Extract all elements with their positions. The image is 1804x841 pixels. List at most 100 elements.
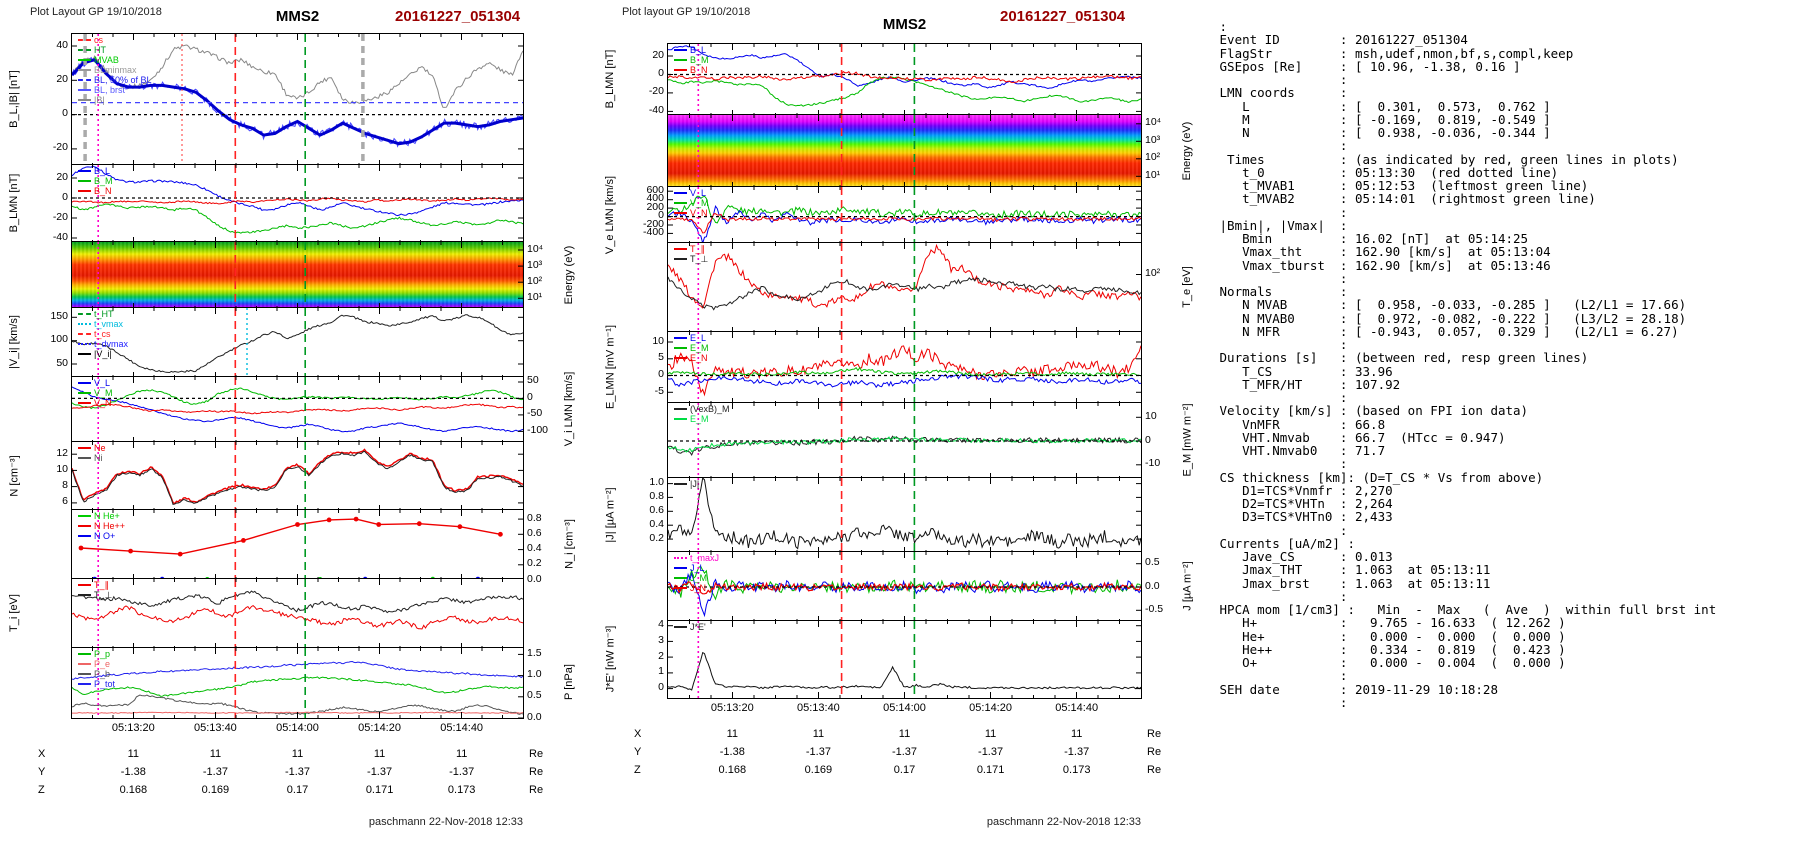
y-tick-label-right: 0.5 <box>527 689 542 702</box>
y-axis-label: E_LMN [mV m⁻¹] <box>604 324 617 410</box>
legend-line-sample <box>674 212 687 214</box>
legend-line-sample <box>78 402 91 404</box>
legend-label: |B| <box>94 95 105 105</box>
y-tick-label: 1.0 <box>649 476 664 489</box>
ephem-unit: Re <box>529 766 544 778</box>
legend-label: B_L <box>690 45 707 55</box>
ephem-value: 0.173 <box>447 784 476 796</box>
ephem-value: 11 <box>127 748 140 760</box>
legend-label: V_M <box>94 388 113 398</box>
time-tick-label: 05:14:40 <box>1055 702 1099 714</box>
legend-label: |J| <box>690 479 700 489</box>
legend-hpca: N He+ N He++ N O+ <box>78 511 125 541</box>
legend-line-sample <box>78 333 91 335</box>
legend-item: Ne <box>78 443 106 453</box>
ephem-value: 0.169 <box>201 784 230 796</box>
legend-label: P_tot <box>94 679 116 689</box>
y-tick-label-right: 10² <box>1145 267 1161 279</box>
legend-vi: t_HT t_vmax t_cs t_dvmax |V_i| <box>78 309 128 359</box>
ephem-row-label: Y <box>634 746 642 758</box>
legend-line-sample <box>78 170 91 172</box>
y-tick-label-right: 0.5 <box>1145 556 1160 569</box>
y-tick-label: 200 <box>646 200 664 213</box>
panel-hpca <box>71 509 524 581</box>
legend-line-sample <box>674 483 687 485</box>
legend-item: V_L <box>674 188 709 198</box>
time-tick-label: 05:14:20 <box>969 702 1012 714</box>
legend-label: BL, brst <box>94 85 126 95</box>
ephem-row-label: X <box>634 728 642 740</box>
legend-item: B_M <box>78 176 113 186</box>
legend-line-sample <box>674 337 687 339</box>
y-tick-label: 1 <box>658 665 664 678</box>
legend-label: B_M <box>690 55 709 65</box>
ephem-value: 11 <box>209 748 222 760</box>
legend-line-sample <box>78 535 91 537</box>
legend-item: J_N <box>674 583 719 593</box>
y-tick-label: 0.6 <box>649 503 664 516</box>
ephem-unit: Re <box>529 748 544 760</box>
y-tick-label-right: 0 <box>1145 433 1151 446</box>
legend-line-sample <box>78 392 91 394</box>
ephem-value: 11 <box>984 728 997 740</box>
legend-vlmn: V_L V_M V_N <box>78 378 113 408</box>
legend-line-sample <box>78 447 91 449</box>
spacecraft-title-left: MMS2 <box>275 8 320 25</box>
ephem-row-label: X <box>38 748 46 760</box>
ephem-row-label: Z <box>634 764 641 776</box>
time-tick-label: 05:13:40 <box>796 702 840 714</box>
y-tick-label: 150 <box>50 309 68 322</box>
legend-item: T_∥ <box>78 580 112 590</box>
y-axis-label: B_LMN [nT] <box>8 173 20 233</box>
legend-label: N O+ <box>94 531 116 541</box>
y-axis-label-right: V_i LMN [km/s] <box>563 371 575 447</box>
legend-label: T_⊥ <box>690 254 709 264</box>
legend-item: P_e <box>78 659 115 669</box>
ephem-unit: Re <box>1147 746 1162 758</box>
panel-espec <box>71 241 524 310</box>
legend-item: t_cs <box>78 329 128 339</box>
legend-label: B_N <box>690 65 708 75</box>
legend-item: B_N <box>78 186 113 196</box>
ephem-value: -1.37 <box>449 766 475 778</box>
y-tick-label: 100 <box>50 333 68 346</box>
legend-item: N O+ <box>78 531 125 541</box>
ephem-value: 11 <box>455 748 468 760</box>
panel-jlmn <box>667 551 1142 623</box>
panel-ve <box>667 186 1142 245</box>
legend-label: B_N <box>94 186 112 196</box>
legend-line-sample <box>674 59 687 61</box>
ephem-unit: Re <box>1147 728 1162 740</box>
legend-label: J_N <box>690 583 707 593</box>
legend-ti: T_∥ T_⊥ <box>78 580 112 600</box>
legend-item: B_N <box>674 65 709 75</box>
legend-line-sample <box>674 557 687 559</box>
ephem-value: 0.17 <box>286 784 309 796</box>
y-tick-label: 10 <box>56 462 68 475</box>
time-tick-label: 05:14:00 <box>883 702 926 714</box>
panel-n <box>71 441 524 512</box>
legend-line-sample <box>78 525 91 527</box>
legend-blmn: B_L B_M B_N <box>78 166 113 196</box>
legend-label: E_N <box>690 353 708 363</box>
legend-label: V_L <box>690 188 707 198</box>
legend-label: P_b <box>94 669 111 679</box>
y-tick-label: -20 <box>648 85 664 98</box>
legend-line-sample <box>674 626 687 628</box>
panel-elmn <box>667 331 1142 405</box>
y-tick-label-right: 10¹ <box>527 290 543 303</box>
ephem-value: -1.38 <box>120 766 146 778</box>
y-tick-label: 400 <box>646 192 664 205</box>
panel-vexb <box>667 402 1142 480</box>
ephem-value: -1.37 <box>367 766 393 778</box>
y-tick-label-right: 0.0 <box>1145 579 1160 592</box>
legend-line-sample <box>674 258 687 260</box>
y-tick-label: 3 <box>658 633 664 646</box>
legend-item: t_dvmax <box>78 339 128 349</box>
legend-line-sample <box>78 515 91 517</box>
ephem-value: 11 <box>898 728 911 740</box>
y-axis-label: N [cm⁻³] <box>8 454 21 497</box>
time-tick-label: 05:13:20 <box>710 702 754 714</box>
y-tick-label-right: 0.6 <box>527 526 542 539</box>
